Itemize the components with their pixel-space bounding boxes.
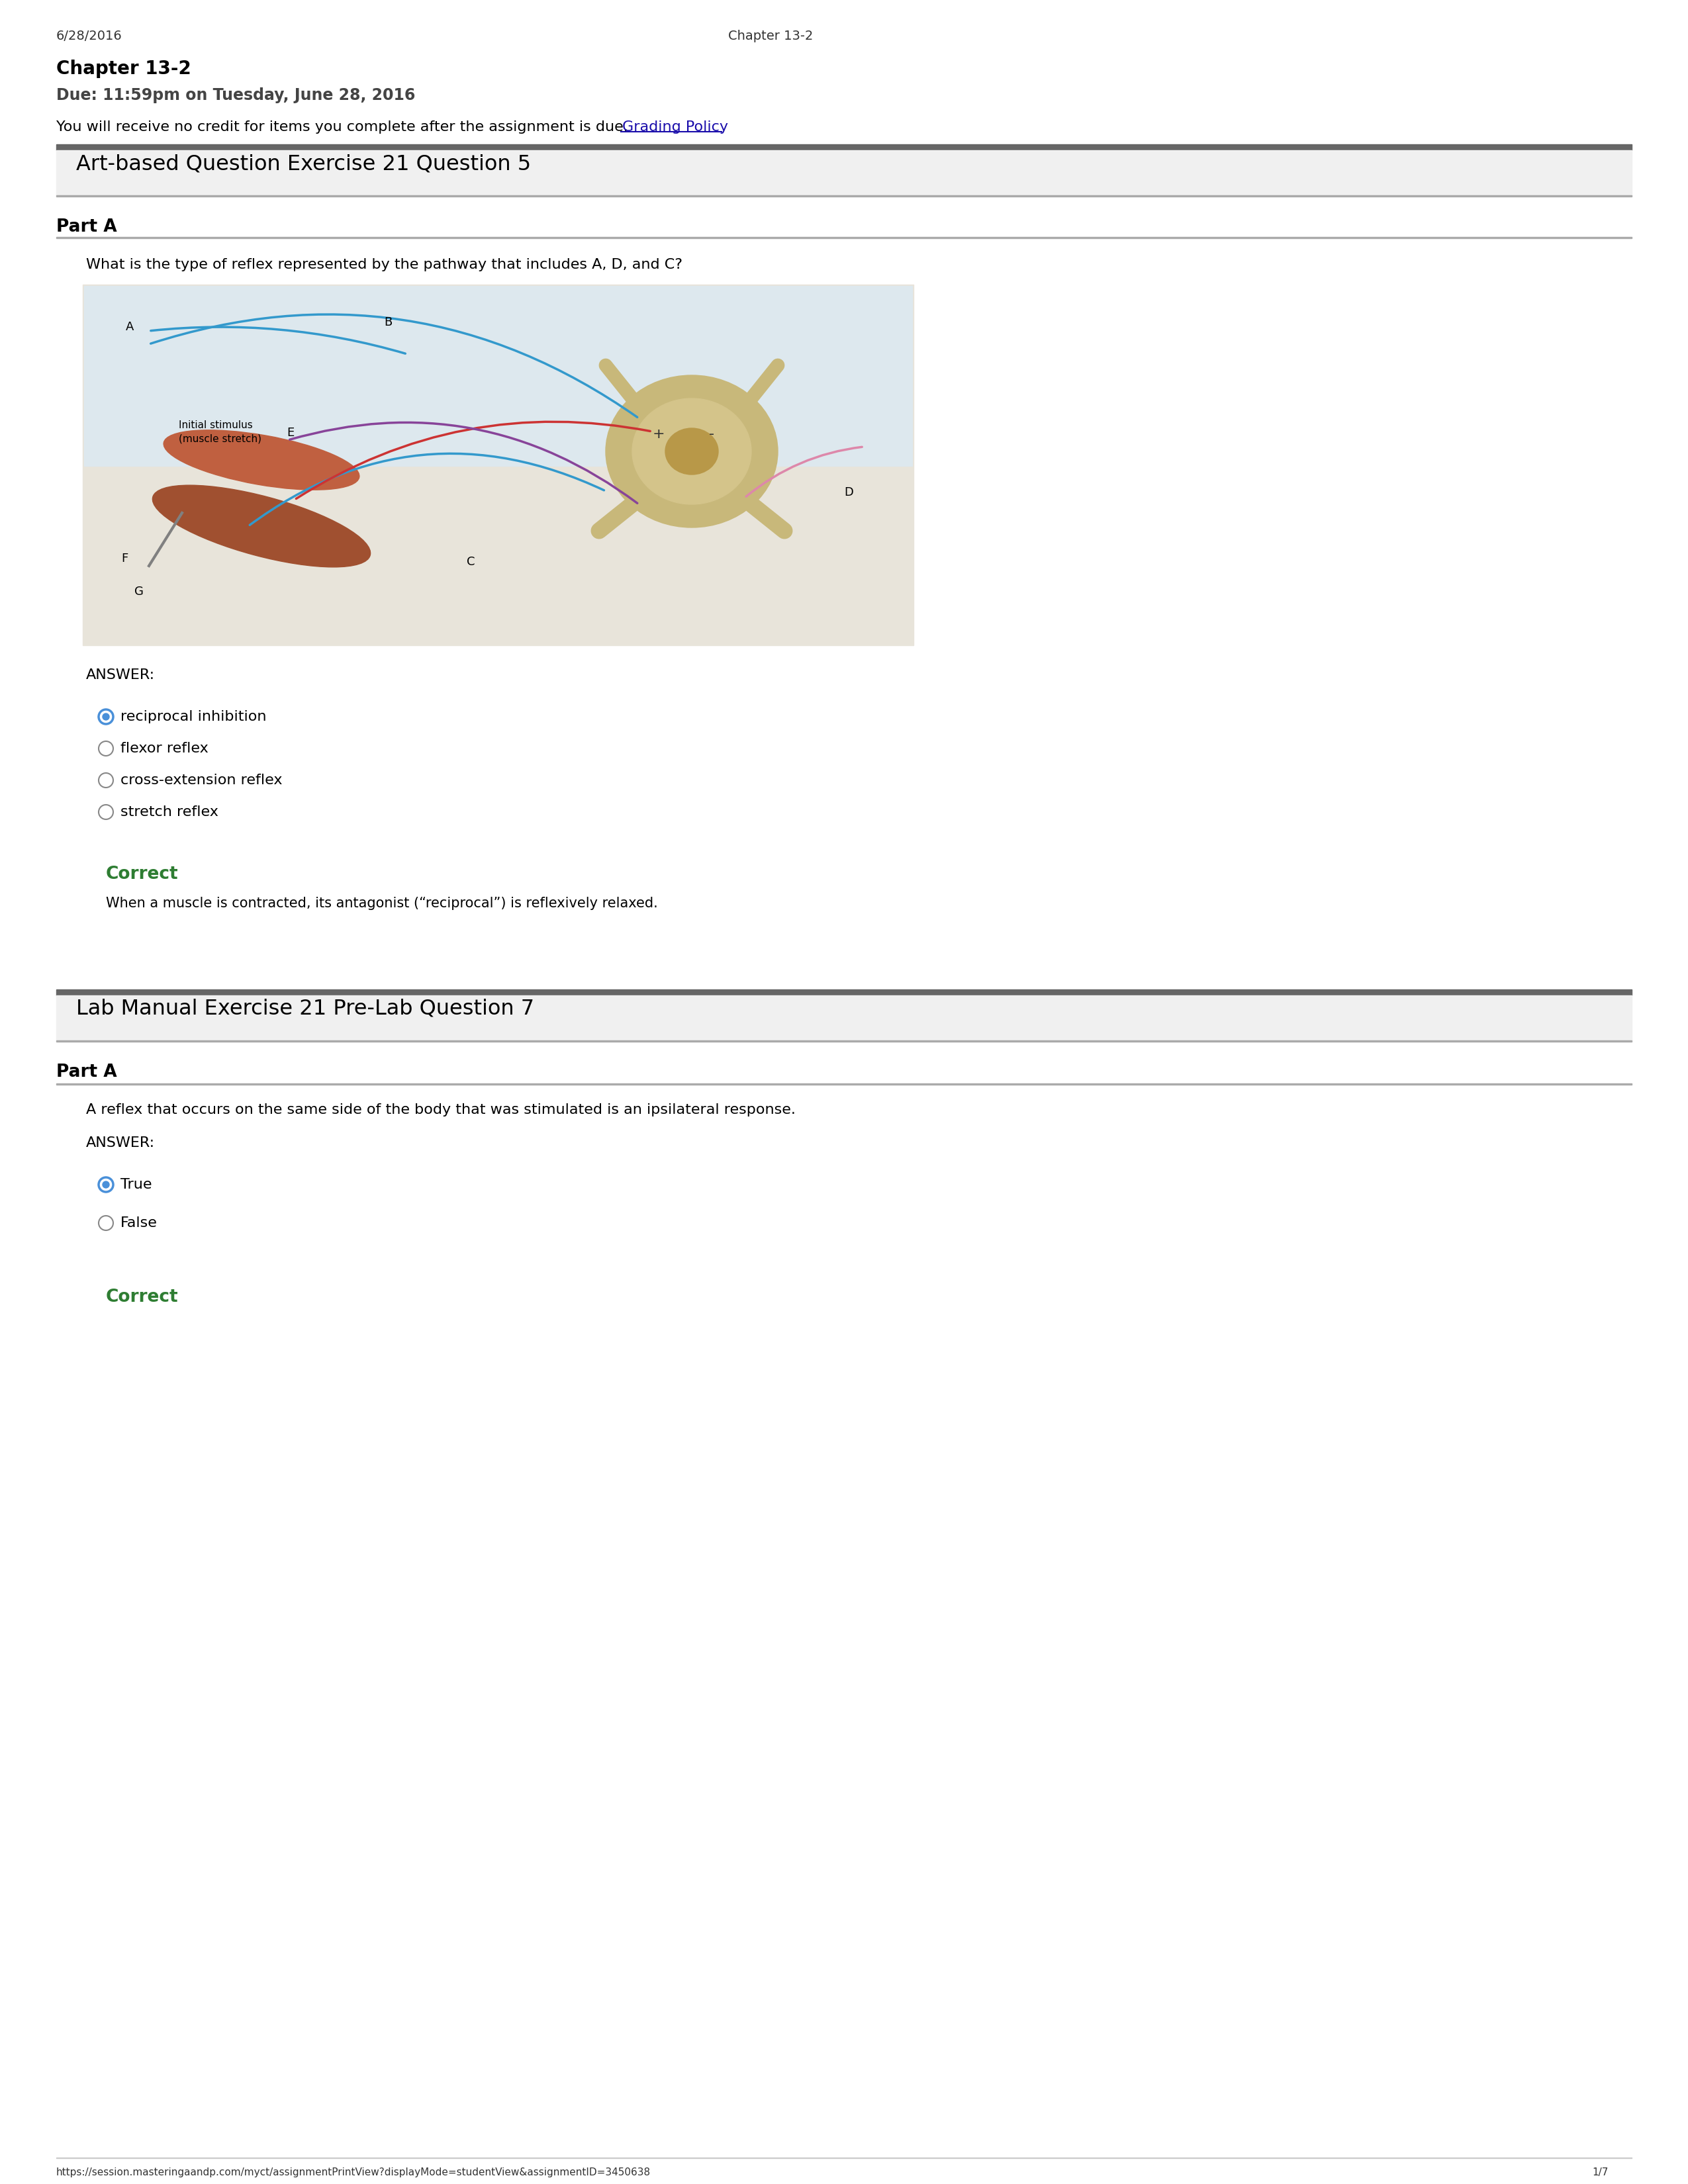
Bar <box>56 151 1632 194</box>
Text: ANSWER:: ANSWER: <box>86 668 155 681</box>
Bar <box>86 1275 476 1345</box>
Circle shape <box>103 714 110 721</box>
Text: https://session.masteringaandp.com/myct/assignmentPrintView?displayMode=studentV: https://session.masteringaandp.com/myct/… <box>56 2167 652 2177</box>
Text: 1/7: 1/7 <box>1592 2167 1609 2177</box>
Text: Due: 11:59pm on Tuesday, June 28, 2016: Due: 11:59pm on Tuesday, June 28, 2016 <box>56 87 415 103</box>
Text: B: B <box>383 317 392 328</box>
Text: A reflex that occurs on the same side of the body that was stimulated is an ipsi: A reflex that occurs on the same side of… <box>86 1103 795 1116</box>
Text: A: A <box>127 321 133 332</box>
Text: E: E <box>287 426 294 439</box>
Text: Chapter 13-2: Chapter 13-2 <box>56 59 191 79</box>
Text: Grading Policy: Grading Policy <box>623 120 728 133</box>
Ellipse shape <box>665 428 717 474</box>
Circle shape <box>98 1177 113 1192</box>
Text: cross-extension reflex: cross-extension reflex <box>120 773 282 786</box>
Text: (muscle stretch): (muscle stretch) <box>179 432 262 443</box>
Bar <box>86 1166 476 1256</box>
Bar <box>83 284 913 644</box>
Ellipse shape <box>606 376 778 529</box>
Text: Correct: Correct <box>106 865 179 882</box>
Text: Part A: Part A <box>56 1064 116 1081</box>
Bar <box>86 699 476 834</box>
Text: stretch reflex: stretch reflex <box>120 806 218 819</box>
Circle shape <box>98 710 113 725</box>
Text: False: False <box>120 1216 157 1230</box>
Text: G: G <box>135 585 143 598</box>
Ellipse shape <box>152 485 370 568</box>
Bar <box>56 144 1632 151</box>
Text: flexor reflex: flexor reflex <box>120 743 208 756</box>
Bar <box>84 286 912 465</box>
Text: Initial stimulus: Initial stimulus <box>179 419 253 430</box>
Text: Chapter 13-2: Chapter 13-2 <box>728 31 814 41</box>
Text: reciprocal inhibition: reciprocal inhibition <box>120 710 267 723</box>
Circle shape <box>98 710 113 725</box>
Circle shape <box>98 740 113 756</box>
Text: -: - <box>709 428 714 441</box>
Text: +: + <box>653 428 665 441</box>
Ellipse shape <box>164 430 360 489</box>
Circle shape <box>98 1177 113 1192</box>
Text: 6/28/2016: 6/28/2016 <box>56 31 122 41</box>
Text: Part A: Part A <box>56 218 116 236</box>
Text: True: True <box>120 1177 152 1190</box>
Text: Lab Manual Exercise 21 Pre-Lab Question 7: Lab Manual Exercise 21 Pre-Lab Question … <box>76 998 535 1020</box>
Circle shape <box>103 1182 110 1188</box>
Text: When a muscle is contracted, its antagonist (“reciprocal”) is reflexively relaxe: When a muscle is contracted, its antagon… <box>106 898 658 911</box>
Text: D: D <box>844 487 852 498</box>
Text: F: F <box>122 553 128 563</box>
Text: Art-based Question Exercise 21 Question 5: Art-based Question Exercise 21 Question … <box>76 153 532 175</box>
Ellipse shape <box>633 397 751 505</box>
Text: C: C <box>466 557 474 568</box>
Text: Correct: Correct <box>106 1289 179 1306</box>
Bar <box>86 854 695 959</box>
Text: ANSWER:: ANSWER: <box>86 1136 155 1149</box>
Text: What is the type of reflex represented by the pathway that includes A, D, and C?: What is the type of reflex represented b… <box>86 258 682 271</box>
Circle shape <box>98 1216 113 1230</box>
Text: You will receive no credit for items you complete after the assignment is due.: You will receive no credit for items you… <box>56 120 633 133</box>
Bar <box>56 989 1632 996</box>
Bar <box>56 996 1632 1040</box>
Circle shape <box>98 804 113 819</box>
Circle shape <box>98 773 113 788</box>
